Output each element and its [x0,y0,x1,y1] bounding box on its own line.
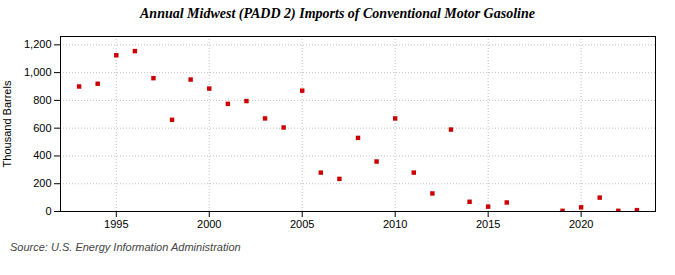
svg-text:0: 0 [45,205,51,217]
svg-text:1,000: 1,000 [24,66,52,78]
svg-text:2020: 2020 [569,218,593,230]
svg-text:2000: 2000 [197,218,221,230]
svg-text:400: 400 [33,149,51,161]
html-text:Source: U.S. Energy Informatio: Source: U.S. Energy Information Administ… [10,241,241,253]
svg-text:Thousand Barrels: Thousand Barrels [1,80,13,167]
svg-text:600: 600 [33,122,51,134]
svg-text:1995: 1995 [104,218,128,230]
svg-text:2015: 2015 [476,218,500,230]
html-text:Annual Midwest (PADD 2) Import: Annual Midwest (PADD 2) Imports of Conve… [140,6,535,21]
svg-text:800: 800 [33,94,51,106]
svg-text:2010: 2010 [383,218,407,230]
svg-text:2005: 2005 [290,218,314,230]
svg-text:1,200: 1,200 [24,38,52,50]
svg-text:200: 200 [33,177,51,189]
